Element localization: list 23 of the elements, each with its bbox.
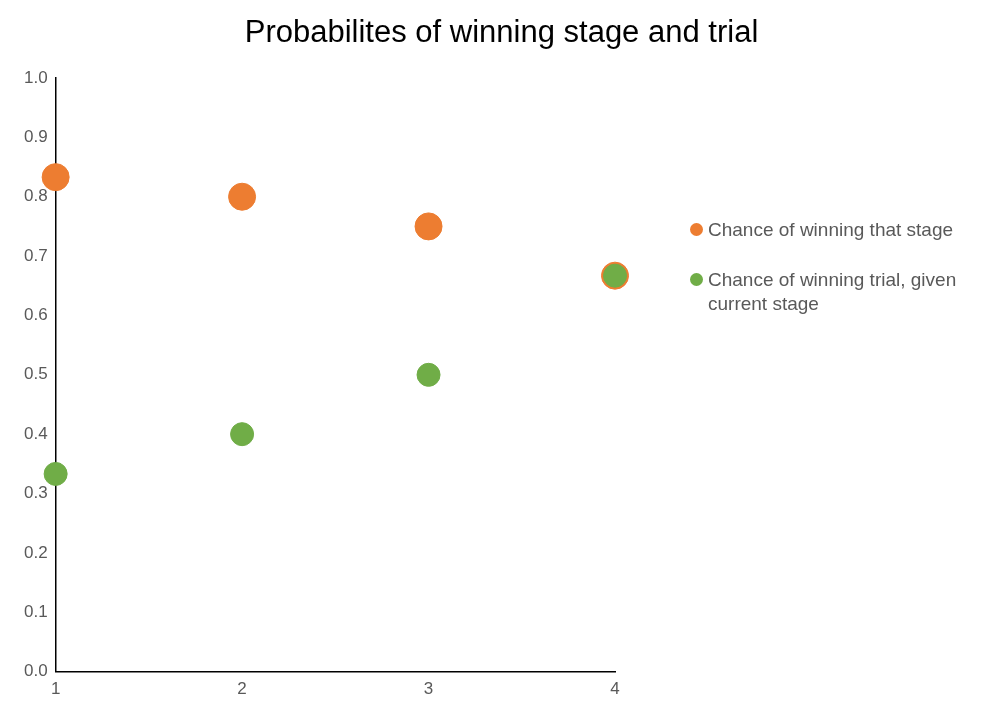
x-tick-label: 4 bbox=[610, 679, 620, 699]
chart-title: Probabilites of winning stage and trial bbox=[243, 14, 760, 50]
y-tick-label: 1.0 bbox=[23, 67, 48, 87]
point bbox=[230, 422, 255, 447]
point bbox=[414, 212, 443, 241]
y-tick-label: 0.9 bbox=[23, 127, 48, 147]
point bbox=[228, 182, 257, 211]
y-tick-label: 0.8 bbox=[23, 186, 48, 206]
x-tick-label: 3 bbox=[423, 679, 434, 699]
point bbox=[43, 461, 68, 486]
y-tick-label: 0.0 bbox=[23, 661, 48, 681]
x-tick-label: 2 bbox=[237, 679, 247, 699]
y-tick-label: 0.1 bbox=[23, 601, 48, 621]
y-tick-label: 0.3 bbox=[23, 483, 48, 503]
y-tick-label: 0.4 bbox=[23, 423, 48, 443]
point bbox=[416, 362, 441, 387]
y-tick-label: 0.2 bbox=[23, 542, 48, 562]
legend-label: Chance of winning trial, given current stage bbox=[708, 268, 958, 316]
y-tick-label: 0.5 bbox=[23, 364, 48, 384]
legend-label: Chance of winning that stage bbox=[708, 218, 954, 242]
x-tick-label: 1 bbox=[50, 679, 61, 699]
y-tick-label: 0.7 bbox=[23, 245, 48, 265]
y-tick-label: 0.6 bbox=[23, 305, 48, 325]
